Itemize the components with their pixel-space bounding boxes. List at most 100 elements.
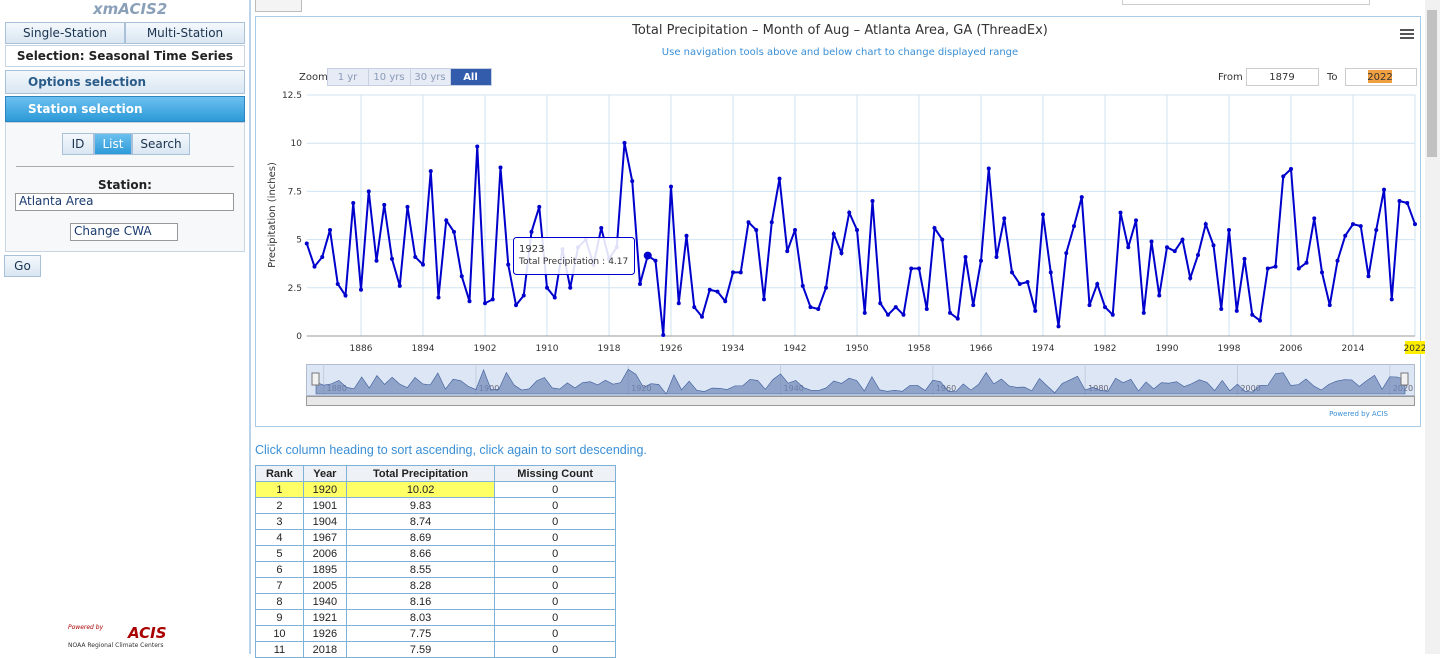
data-point [1010, 270, 1014, 275]
data-point [413, 254, 418, 259]
data-point [328, 227, 332, 232]
range-value[interactable]: 2022 [1367, 72, 1392, 83]
data-point [955, 316, 960, 321]
data-point [847, 210, 852, 215]
scrollbar[interactable] [1425, 0, 1440, 654]
selection: Selection: Seasonal Time Series [5, 45, 245, 67]
data-point [421, 262, 425, 267]
x-tick-label: 1934 [722, 344, 745, 354]
tooltip-body: Total Precipitation:4.17 [518, 257, 628, 267]
selection-highlight [1368, 70, 1392, 83]
data-point [986, 166, 991, 171]
table-cell: 9 [255, 609, 304, 626]
data-point [1079, 195, 1084, 200]
data-point [359, 287, 363, 292]
zoom-button-label[interactable]: All [463, 72, 478, 83]
accordion-header[interactable]: Station selection [5, 96, 245, 122]
data-point [537, 204, 542, 209]
tab[interactable]: Multi-Station [125, 22, 245, 44]
separator [249, 0, 251, 654]
data-point [1103, 305, 1107, 310]
data-point [405, 204, 410, 209]
data-point [909, 266, 914, 271]
table-cell: 1 [255, 481, 304, 498]
data-point [971, 303, 976, 308]
data-point [1405, 200, 1410, 205]
data-point [452, 229, 456, 234]
range-value[interactable]: 1879 [1269, 72, 1294, 83]
table-row: 4 1967 8.69 0 [255, 529, 616, 546]
table-cell: 8.55 [345, 561, 496, 578]
x-tick-label: 1998 [1218, 344, 1241, 354]
data-point [444, 218, 449, 223]
data-point [1366, 274, 1371, 279]
data-point [1258, 318, 1262, 323]
zoom-button-label[interactable]: 30 yrs [414, 72, 445, 83]
table-cell: 1904 [302, 513, 347, 530]
menu-icon[interactable] [1400, 29, 1414, 39]
x-tick-label: 1974 [1032, 344, 1055, 354]
data-point [351, 200, 356, 205]
data-point [1141, 310, 1146, 315]
data-point [1017, 281, 1022, 286]
column-header[interactable]: Total Precipitation [345, 465, 496, 482]
data-point [839, 251, 844, 256]
data-point [498, 165, 503, 170]
data-point [382, 202, 387, 207]
data-point [1157, 293, 1162, 298]
x-tick-label: 2006 [1280, 344, 1303, 354]
table-cell: 10.02 [345, 481, 496, 498]
data-point [1134, 218, 1138, 223]
select[interactable]: Atlanta Area [15, 193, 234, 211]
data-point [1048, 270, 1053, 275]
scroll-thumb[interactable] [1427, 10, 1437, 157]
select[interactable]: Change CWA [70, 223, 178, 241]
navigator-scrollbar[interactable] [306, 396, 1415, 406]
data-point [808, 305, 813, 310]
credit: Powered by ACIS [1329, 410, 1388, 418]
navigator-handle[interactable] [1400, 372, 1409, 386]
table-cell: 8 [255, 593, 304, 610]
data-point [366, 189, 371, 194]
zoom-button-label[interactable]: 10 yrs [373, 72, 404, 83]
data-point [1126, 245, 1131, 250]
table-cell: 0 [494, 545, 616, 562]
data-point [335, 281, 340, 286]
table-cell: 0 [494, 577, 616, 594]
navigator-handle[interactable] [311, 372, 320, 386]
table-row: 11 2018 7.59 0 [255, 641, 616, 658]
go-button[interactable]: Go [4, 255, 41, 277]
footer-text: Powered by [68, 624, 104, 631]
data-point [1265, 266, 1270, 271]
data-point [684, 233, 689, 238]
accordion-header[interactable]: Options selection [5, 70, 245, 94]
column-header[interactable]: Missing Count [494, 465, 616, 482]
x-tick-label: 1958 [908, 344, 931, 354]
column-header[interactable]: Year [302, 465, 347, 482]
data-point [397, 283, 402, 288]
toolbar[interactable] [255, 0, 302, 12]
tab[interactable]: Single-Station [5, 22, 125, 44]
data-point [1165, 245, 1169, 250]
mode-button[interactable]: List [94, 133, 132, 155]
mode-button[interactable]: Search [132, 133, 190, 155]
zoom-button[interactable] [450, 68, 492, 86]
table-row: 7 2005 8.28 0 [255, 577, 616, 594]
data-point [723, 299, 728, 304]
data-point [707, 287, 712, 292]
mode-button[interactable]: ID [62, 133, 94, 155]
column-header[interactable]: Rank [255, 465, 304, 482]
range-input[interactable] [1246, 68, 1319, 86]
data-point [1110, 312, 1115, 317]
data-point [785, 249, 790, 254]
zoom-button-label[interactable]: 1 yr [338, 72, 358, 83]
tooltip [513, 237, 635, 275]
x-tick-label: 2014 [1342, 344, 1365, 354]
data-point [893, 305, 898, 310]
data-point [428, 169, 433, 174]
data-point [1095, 281, 1100, 286]
zoom-label: Zoom [299, 72, 328, 83]
x-tick-label: 1886 [350, 344, 373, 354]
tooltip-part: 4.17 [608, 257, 628, 267]
data-point [1389, 297, 1394, 302]
